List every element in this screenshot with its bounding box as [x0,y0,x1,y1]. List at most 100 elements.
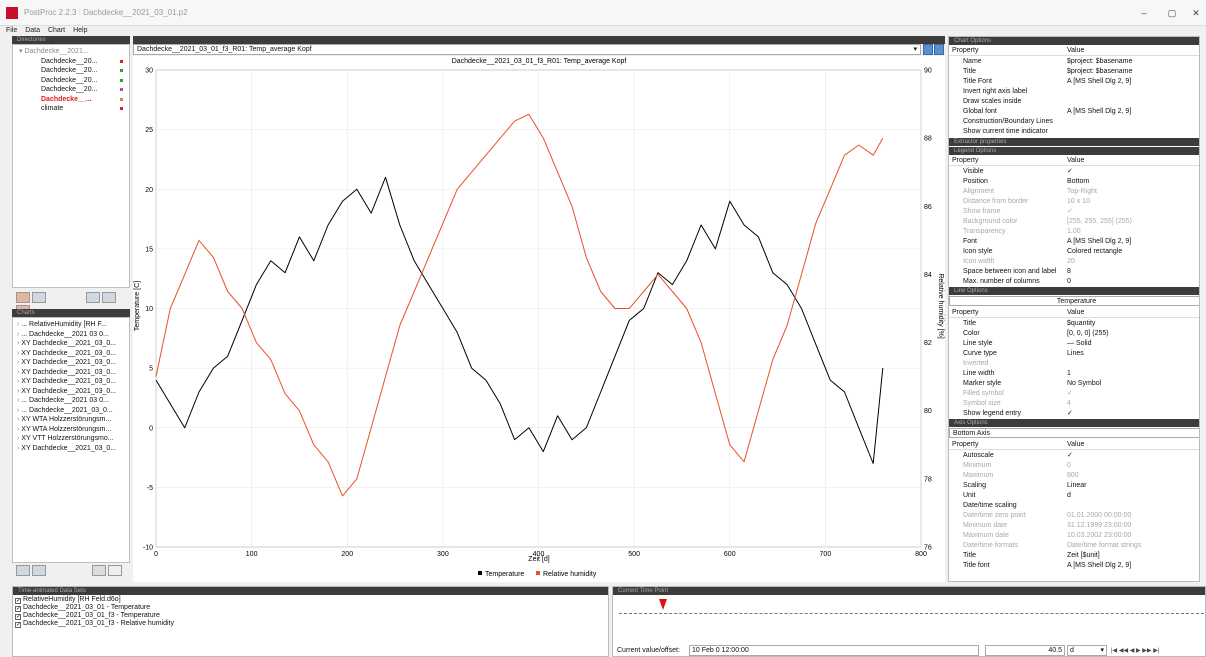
checkbox[interactable]: ✓ [15,598,22,604]
property-row[interactable]: Position Bottom [949,177,1199,187]
chart-list-item[interactable]: › ... Dachdecke__2021 03 0... [13,330,129,340]
chart-image-icon[interactable] [91,565,106,576]
property-row[interactable]: Title Zeit [$unit] [949,551,1199,561]
time-slider-track[interactable] [619,613,1204,614]
chart-list-item[interactable]: › ... RelativeHumidity [RH F... [13,320,129,330]
menu-file[interactable]: File [6,27,18,34]
checkbox[interactable]: ✓ [15,614,22,620]
property-row[interactable]: Unit d [949,491,1199,501]
property-row[interactable]: Space between icon and label 8 [949,267,1199,277]
property-row[interactable]: Draw scales inside [949,97,1199,107]
property-row[interactable]: Inverted [949,359,1199,369]
property-row[interactable]: Date/time zero point 01.01.2000 00:00:00 [949,511,1199,521]
menu-help[interactable]: Help [73,27,88,34]
checkbox[interactable]: ✓ [15,606,22,612]
chart-list-item[interactable]: › XY WTA Holzzerstörungsm... [13,425,129,435]
axis-options-header[interactable]: Axis Options [949,419,1199,427]
property-row[interactable]: Symbol size 4 [949,399,1199,409]
current-value-field[interactable]: 10 Feb 0 12:00:00 [689,645,979,656]
maximize-button[interactable]: ▢ [1167,8,1177,18]
chart-list-item[interactable]: › ... Dachdecke__2021 03 0... [13,396,129,406]
property-row[interactable]: Curve type Lines [949,349,1199,359]
list-icon[interactable] [101,292,116,303]
time-animated-item[interactable]: ✓ Dachdecke__2021_03_01_f3 - Relative hum… [15,620,608,628]
property-row[interactable]: Distance from border 10 x 10 [949,197,1199,207]
collapse-icon[interactable] [16,292,30,303]
chart-list-item[interactable]: › XY Dachdecke__2021_03_0... [13,387,129,397]
legend-options-header[interactable]: Legend Options [949,147,1199,155]
chart-list-item[interactable]: › ... Dachdecke__2021_03_0... [13,406,129,416]
property-row[interactable]: Autoscale ✓ [949,451,1199,461]
property-row[interactable]: Icon width 20 [949,257,1199,267]
chart-list-item[interactable]: › XY VTT Holzzerstörungsmo... [13,434,129,444]
time-animated-item[interactable]: ✓ RelativeHumidity [RH Feld.d6o] [15,596,608,604]
extractor-header[interactable]: Extractor properties [949,138,1199,146]
property-row[interactable]: Background color [255, 255, 255] (255) [949,217,1199,227]
chart-export-icon[interactable] [934,44,944,55]
unit-select[interactable]: d ▾ [1067,645,1107,656]
property-row[interactable]: Minimum 0 [949,461,1199,471]
property-row[interactable]: Color [0, 0, 0] (255) [949,329,1199,339]
line-options-header[interactable]: Line Options [949,287,1199,295]
chart-list-item[interactable]: › XY Dachdecke__2021_03_0... [13,358,129,368]
checkbox[interactable]: ✓ [15,622,22,628]
axis-select[interactable]: Bottom Axis [949,428,1199,438]
chart-list-item[interactable]: › XY Dachdecke__2021_03_0... [13,368,129,378]
property-row[interactable]: Title $project: $basename [949,67,1199,77]
property-row[interactable]: Title font A [MS Shell Dlg 2, 9] [949,561,1199,571]
chart-select[interactable]: Dachdecke__2021_03_01_f3_R01: Temp_avera… [133,44,921,55]
property-row[interactable]: Invert right axis label [949,87,1199,97]
property-row[interactable]: Filled symbol ✓ [949,389,1199,399]
property-row[interactable]: Name $project: $basename [949,57,1199,67]
chart-remove-icon[interactable] [107,565,122,576]
directory-item[interactable]: Dachdecke__20... [13,57,129,67]
chart-list-item[interactable]: › XY Dachdecke__2021_03_0... [13,377,129,387]
property-row[interactable]: Maximum 800 [949,471,1199,481]
property-row[interactable]: Show frame ✓ [949,207,1199,217]
property-row[interactable]: Maximum date 10.03.2002 23:00:00 [949,531,1199,541]
time-marker[interactable] [659,599,667,610]
view-icon[interactable] [85,292,100,303]
chart-list-item[interactable]: › XY WTA Holzzerstörungsm... [13,415,129,425]
property-row[interactable]: Show legend entry ✓ [949,409,1199,419]
property-row[interactable]: Visible ✓ [949,167,1199,177]
property-row[interactable]: Font A [MS Shell Dlg 2, 9] [949,237,1199,247]
directory-item[interactable]: Dachdecke__20... [13,76,129,86]
directory-item[interactable]: Dachdecke__... [13,95,129,105]
close-button[interactable]: ✕ [1192,8,1200,18]
directory-item[interactable]: Dachdecke__20... [13,85,129,95]
playback-controls[interactable]: |◀ ◀◀ ◀ ▶ ▶▶ ▶| [1111,648,1160,654]
property-row[interactable]: Show current time indicator [949,127,1199,137]
property-row[interactable]: Marker style No Symbol [949,379,1199,389]
time-animated-item[interactable]: ✓ Dachdecke__2021_03_01_f3 - Temperature [15,612,608,620]
property-row[interactable]: Title $quantity [949,319,1199,329]
property-row[interactable]: Transparency 1.00 [949,227,1199,237]
property-row[interactable]: Line width 1 [949,369,1199,379]
property-row[interactable]: Title Font A [MS Shell Dlg 2, 9] [949,77,1199,87]
property-row[interactable]: Minimum date 31.12.1999 23:00:00 [949,521,1199,531]
menu-data[interactable]: Data [25,27,41,34]
chart-add-icon[interactable] [32,565,46,576]
property-row[interactable]: Alignment Top-Right [949,187,1199,197]
property-row[interactable]: Global font A [MS Shell Dlg 2, 9] [949,107,1199,117]
chart-list-item[interactable]: › XY Dachdecke__2021_03_0... [13,444,129,454]
property-row[interactable]: Scaling Linear [949,481,1199,491]
expand-icon[interactable] [32,292,46,303]
property-row[interactable]: Line style — Solid [949,339,1199,349]
time-animated-item[interactable]: ✓ Dachdecke__2021_03_01 - Temperature [15,604,608,612]
property-row[interactable]: Icon style Colored rectangle [949,247,1199,257]
menu-chart[interactable]: Chart [47,27,66,34]
chart-list-item[interactable]: › XY Dachdecke__2021_03_0... [13,339,129,349]
chart-canvas[interactable]: Dachdecke__2021_03_01_f3_R01: Temp_avera… [133,56,945,582]
property-row[interactable]: Max. number of columns 0 [949,277,1199,287]
chart-copy-icon[interactable] [923,44,933,55]
property-row[interactable]: Construction/Boundary Lines [949,117,1199,127]
minimize-button[interactable]: – [1141,8,1147,18]
directory-item[interactable]: climate [13,104,129,114]
line-select[interactable]: Temperature [949,296,1199,306]
chart-list-item[interactable]: › XY Dachdecke__2021_03_0... [13,349,129,359]
chart-list-icon[interactable] [16,565,30,576]
offset-field[interactable]: 40.5 [985,645,1065,656]
directory-item[interactable]: Dachdecke__20... [13,66,129,76]
property-row[interactable]: Date/time formats Date/time format string… [949,541,1199,551]
